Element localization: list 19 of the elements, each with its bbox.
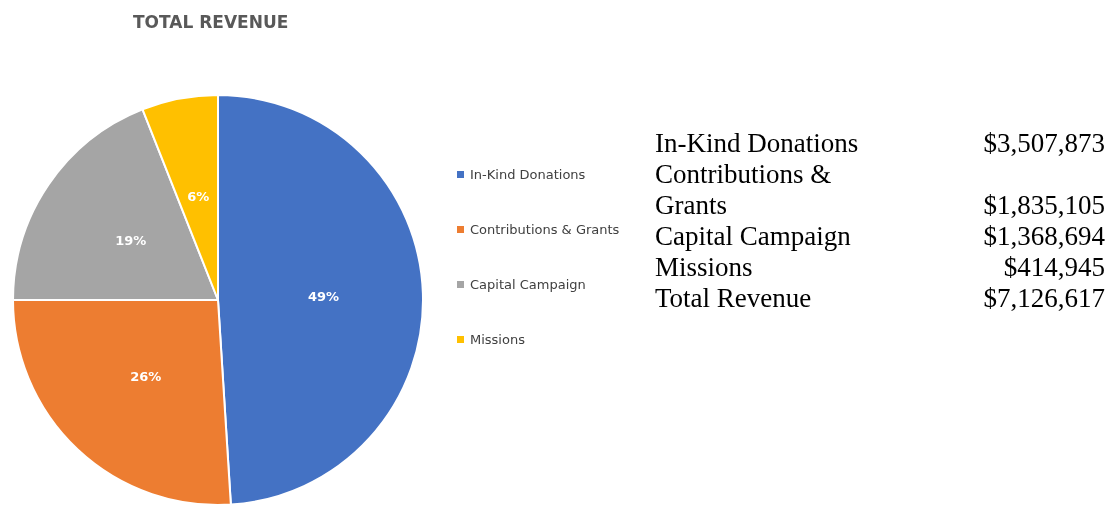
- text: Total Revenue: [655, 283, 813, 314]
- text: Missions: [655, 252, 754, 283]
- data-label: 6%: [187, 188, 210, 204]
- legend-label: Contributions & Grants: [470, 222, 620, 237]
- text: In-Kind Donations: [655, 128, 860, 159]
- text: Capital Campaign: [655, 221, 852, 252]
- legend-label: Capital Campaign: [470, 277, 586, 292]
- text: Contributions & Grants: [655, 159, 833, 221]
- chart-title: TOTAL REVENUE: [133, 11, 289, 32]
- data-label: 26%: [130, 369, 162, 385]
- legend-label: In-Kind Donations: [470, 167, 586, 182]
- text: $7,126,617: [982, 283, 1105, 314]
- text: $3,507,873: [982, 128, 1105, 159]
- legend-label: Missions: [470, 332, 526, 347]
- data-label: 19%: [115, 233, 147, 249]
- text: $1,835,105: [982, 190, 1105, 221]
- data-label: 49%: [307, 289, 340, 305]
- text: $414,945: [1002, 252, 1105, 283]
- text: $1,368,694: [982, 221, 1105, 252]
